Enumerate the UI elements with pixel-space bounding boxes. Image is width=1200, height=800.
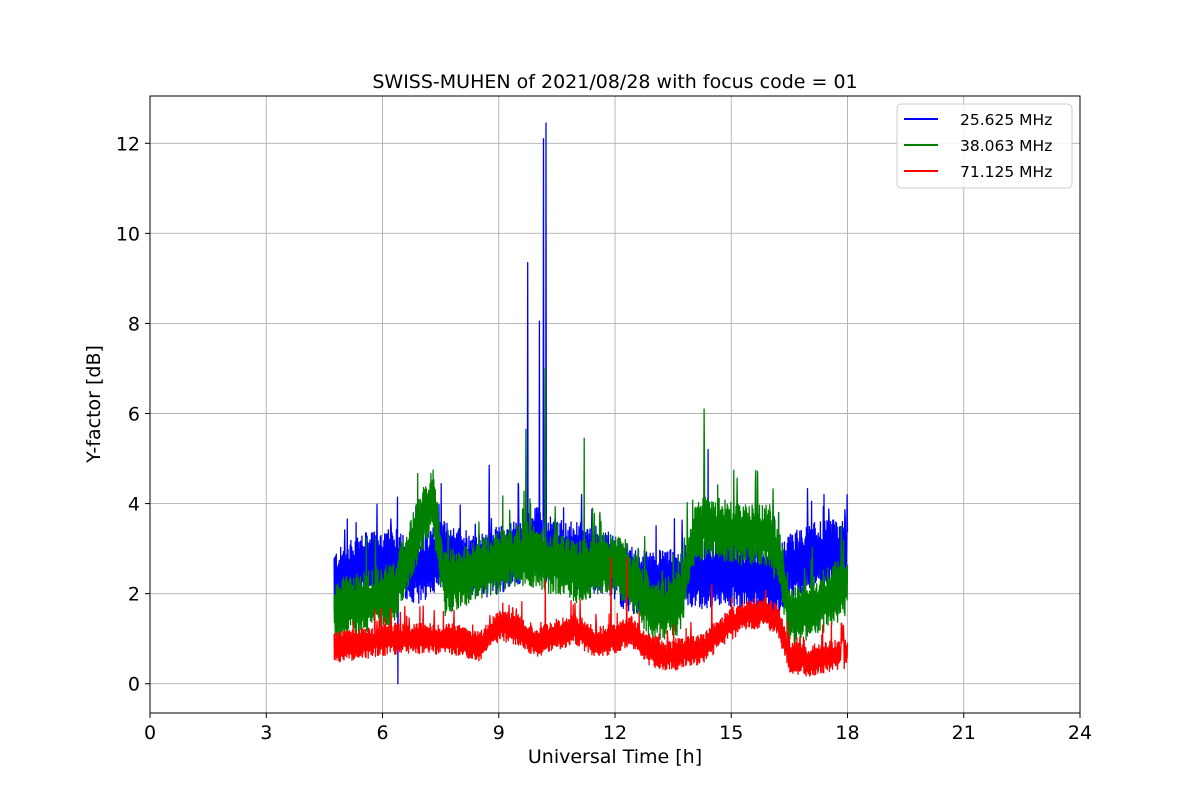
y-axis-label: Y-factor [dB]: [83, 345, 105, 464]
x-tick-label: 9: [493, 722, 505, 744]
series-layer: [333, 122, 849, 685]
y-tick-label: 4: [128, 494, 140, 516]
x-tick-label: 21: [952, 722, 976, 744]
x-tick-label: 6: [376, 722, 388, 744]
y-tick-label: 6: [128, 404, 140, 426]
y-tick-label: 2: [128, 584, 140, 606]
legend-label-3: 71.125 MHz: [960, 163, 1052, 181]
x-tick-label: 24: [1068, 722, 1092, 744]
x-axis-label: Universal Time [h]: [528, 746, 702, 768]
legend-box: [896, 103, 1073, 189]
x-tick-label: 0: [144, 722, 156, 744]
x-tick-label: 3: [260, 722, 272, 744]
x-tick-label: 18: [835, 722, 859, 744]
series-line-3: [333, 556, 849, 677]
legend: 25.625 MHz 38.063 MHz 71.125 MHz: [896, 103, 1073, 189]
x-tick-label: 12: [603, 722, 627, 744]
y-tick-label: 8: [128, 313, 140, 335]
chart-title: SWISS-MUHEN of 2021/08/28 with focus cod…: [372, 71, 857, 93]
y-axis-ticks: 0 2 4 6 8 10 12: [116, 133, 150, 696]
y-tick-label: 12: [116, 133, 140, 155]
legend-label-1: 25.625 MHz: [960, 111, 1052, 129]
x-tick-label: 15: [719, 722, 743, 744]
series-line-1: [333, 122, 849, 685]
y-tick-label: 10: [116, 223, 140, 245]
legend-label-2: 38.063 MHz: [960, 137, 1052, 155]
grid: [149, 96, 1081, 713]
y-tick-label: 0: [128, 674, 140, 696]
series-line-2: [333, 367, 849, 647]
x-axis-ticks: 0 3 6 9 12 15 18 21 24: [144, 713, 1092, 744]
